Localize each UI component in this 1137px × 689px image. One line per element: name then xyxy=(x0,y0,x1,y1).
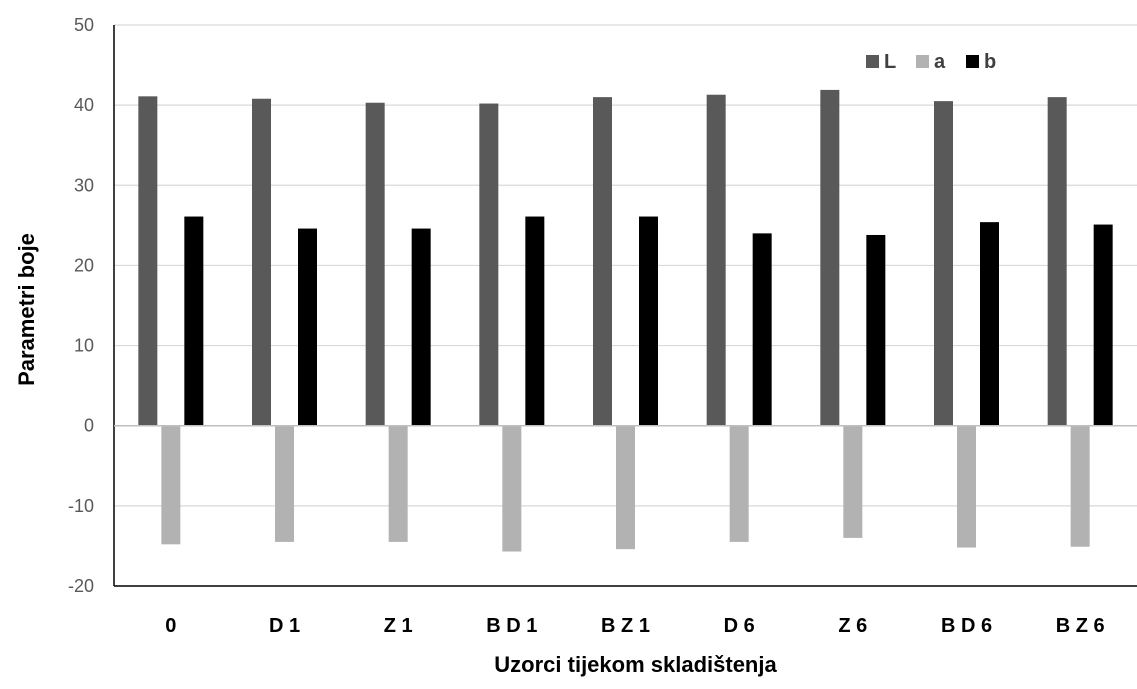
bars xyxy=(138,89,1113,552)
y-tick-label: 50 xyxy=(74,15,94,35)
x-tick-labels: 0 D 1 Z 1 B D 1 B Z 1 D 6 Z 6 B D 6 B Z 6 xyxy=(165,615,1104,637)
bar-a xyxy=(957,425,976,548)
legend-swatch-a xyxy=(916,55,929,68)
x-tick-label: 0 xyxy=(165,615,176,637)
bar-l xyxy=(1047,97,1067,426)
y-tick-label: 10 xyxy=(74,336,94,356)
bar-b xyxy=(298,228,317,426)
x-tick-label: Z 6 xyxy=(838,615,867,637)
y-axis-title: Parametri boje xyxy=(14,233,39,386)
legend-label-l: L xyxy=(884,51,896,73)
legend-label-a: a xyxy=(934,51,946,73)
y-tick-label: 0 xyxy=(84,416,94,436)
bar-l xyxy=(820,89,840,426)
bar-a xyxy=(161,425,181,545)
bar-a xyxy=(616,425,635,550)
bar-l xyxy=(252,98,271,426)
bar-a xyxy=(843,425,863,538)
y-tick-label: -20 xyxy=(68,576,94,596)
legend-swatch-b xyxy=(966,55,979,68)
y-tick-label: 20 xyxy=(74,255,94,275)
bar-b xyxy=(980,222,999,426)
x-tick-label: Z 1 xyxy=(384,615,413,637)
bar-b xyxy=(525,216,545,426)
y-tick-label: -10 xyxy=(68,496,94,516)
y-tick-label: 40 xyxy=(74,95,94,115)
y-tick-label: 30 xyxy=(74,175,94,195)
bar-a xyxy=(502,425,522,552)
x-tick-label: D 1 xyxy=(269,615,300,637)
x-axis-title: Uzorci tijekom skladištenja xyxy=(494,652,777,677)
bar-a xyxy=(275,425,294,542)
bar-l xyxy=(706,94,726,426)
bar-l xyxy=(479,103,499,426)
bar-a xyxy=(729,425,749,542)
bar-b xyxy=(184,216,204,426)
x-tick-label: B Z 6 xyxy=(1056,615,1105,637)
bar-b xyxy=(411,228,431,426)
legend-label-b: b xyxy=(984,51,996,73)
bar-a xyxy=(1070,425,1090,547)
bar-b xyxy=(639,216,658,426)
y-tick-labels: 50 40 30 20 10 0 -10 -20 xyxy=(68,15,94,596)
legend-swatch-l xyxy=(866,55,879,68)
x-tick-label: B D 1 xyxy=(486,615,537,637)
x-tick-label: B Z 1 xyxy=(601,615,650,637)
bar-l xyxy=(365,102,385,426)
bar-a xyxy=(388,425,408,542)
bar-l xyxy=(138,96,158,426)
bar-b xyxy=(752,233,772,426)
bar-b xyxy=(866,234,886,426)
x-tick-label: B D 6 xyxy=(941,615,992,637)
x-tick-label: D 6 xyxy=(724,615,755,637)
bar-b xyxy=(1093,224,1113,426)
bar-l xyxy=(593,97,612,426)
bar-l xyxy=(934,101,953,426)
